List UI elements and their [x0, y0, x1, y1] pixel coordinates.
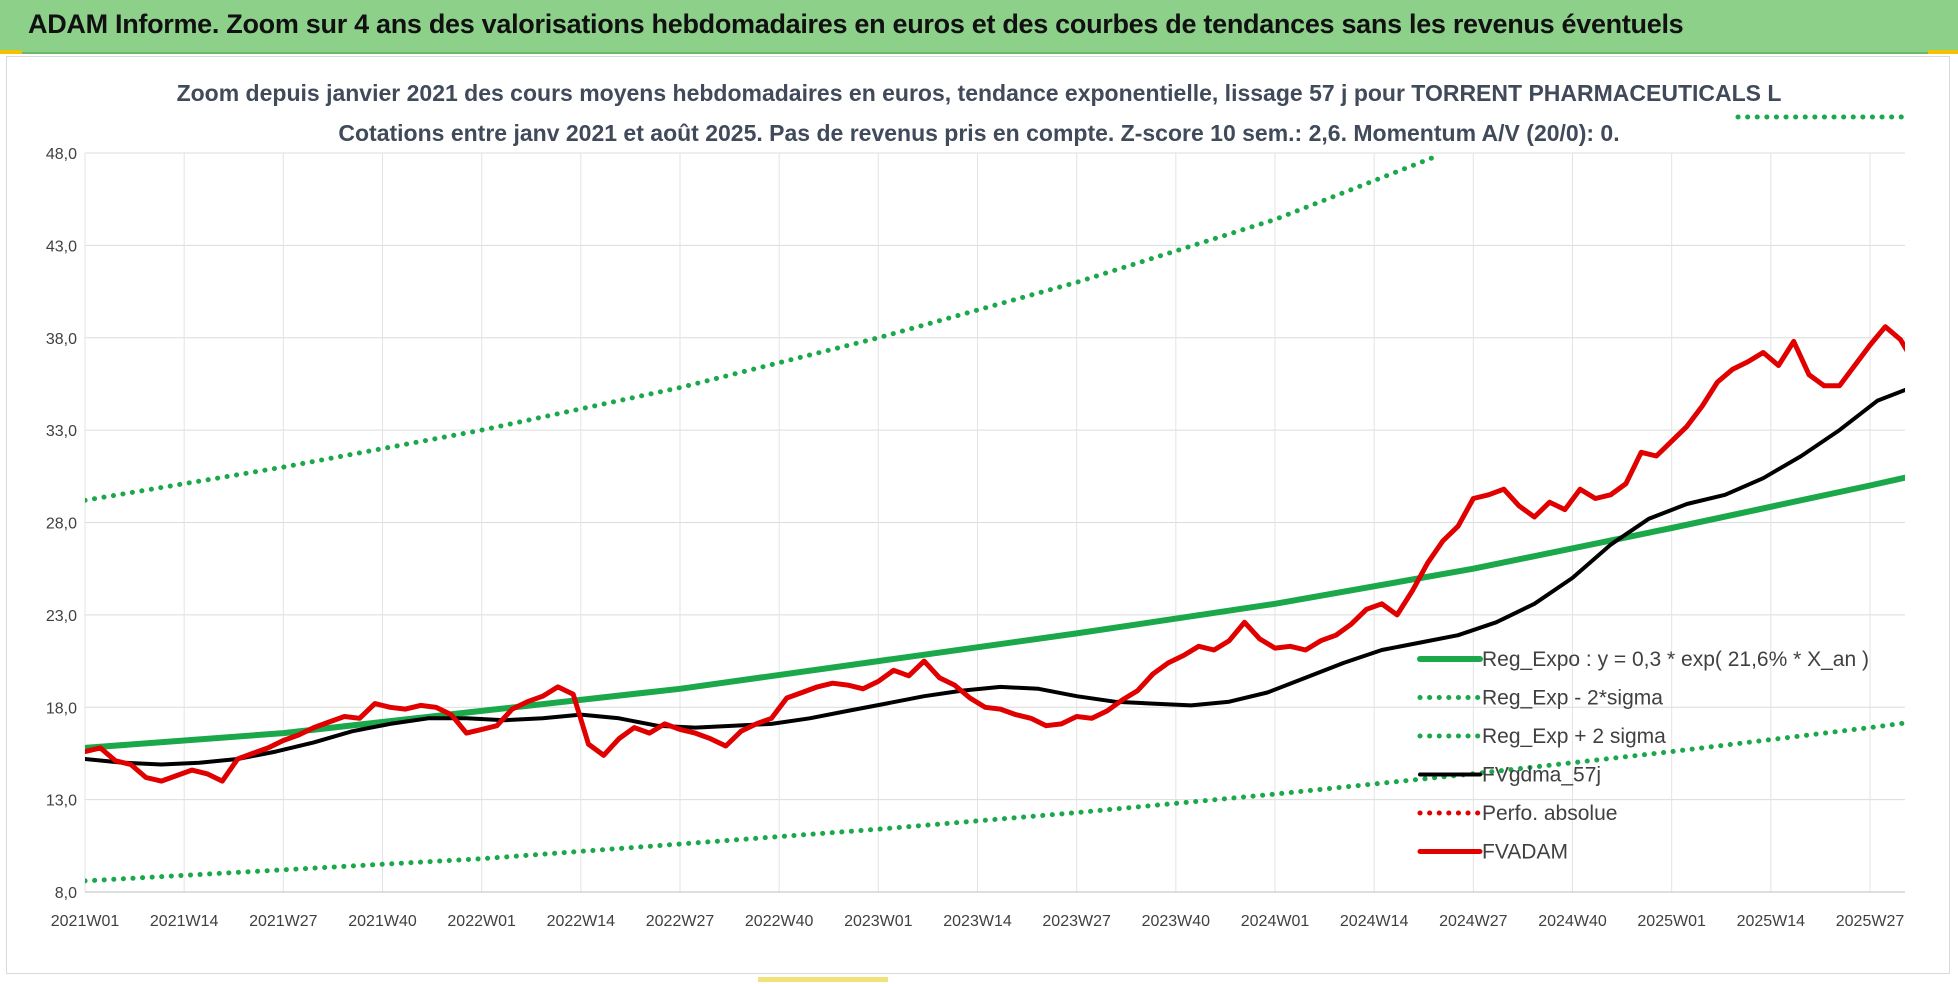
x-tick-label: 2024W01 — [1241, 913, 1310, 930]
x-tick-label: 2022W40 — [745, 913, 814, 930]
x-tick-label: 2023W01 — [844, 913, 913, 930]
y-tick-label: 13,0 — [46, 793, 77, 810]
legend-label: Reg_Exp + 2 sigma — [1482, 725, 1666, 748]
x-tick-label: 2024W40 — [1538, 913, 1607, 930]
x-tick-label: 2021W40 — [348, 913, 417, 930]
x-tick-label: 2022W01 — [447, 913, 516, 930]
y-tick-label: 28,0 — [46, 516, 77, 533]
series-line-0 — [85, 474, 1905, 751]
series-line-3 — [85, 387, 1905, 767]
y-axis-ticks: 8,0 13,0 18,0 23,0 28,0 33,0 38,0 43,0 48,0 — [46, 146, 77, 902]
x-tick-label: 2023W27 — [1042, 913, 1111, 930]
x-tick-label: 2021W14 — [150, 913, 219, 930]
legend-label: Reg_Expo : y = 0,3 * exp( 21,6% * X_an ) — [1482, 648, 1869, 671]
x-tick-label: 2023W14 — [943, 913, 1012, 930]
x-tick-label: 2021W01 — [51, 913, 120, 930]
x-tick-label: 2024W14 — [1340, 913, 1409, 930]
accent-strip-left — [0, 50, 22, 54]
accent-strip-right — [1928, 50, 1958, 54]
legend-label: Perfo. absolue — [1482, 802, 1617, 825]
y-tick-label: 23,0 — [46, 608, 77, 625]
x-axis-ticks: 2021W01 2021W14 2021W27 2021W40 2022W01 2022W… — [51, 913, 1905, 930]
y-tick-label: 48,0 — [46, 146, 77, 163]
legend: Reg_Expo : y = 0,3 * exp( 21,6% * X_an )… — [1417, 648, 1869, 864]
y-tick-label: 18,0 — [46, 700, 77, 717]
y-tick-label: 38,0 — [46, 331, 77, 348]
accent-strip-bottom — [758, 977, 888, 982]
x-tick-label: 2023W40 — [1142, 913, 1211, 930]
x-tick-label: 2024W27 — [1439, 913, 1508, 930]
y-tick-label: 8,0 — [55, 885, 77, 902]
chart-frame — [6, 56, 1950, 974]
series-lines — [85, 114, 1906, 884]
legend-label: FVgdma_57j — [1482, 764, 1601, 787]
legend-label: FVADAM — [1482, 841, 1568, 864]
x-tick-label: 2025W01 — [1637, 913, 1706, 930]
y-tick-label: 33,0 — [46, 423, 77, 440]
series-line-5 — [85, 324, 1905, 784]
chart-title: Zoom depuis janvier 2021 des cours moyen… — [176, 80, 1782, 106]
x-tick-label: 2025W27 — [1836, 913, 1905, 930]
header-banner: ADAM Informe. Zoom sur 4 ans des valoris… — [0, 0, 1958, 54]
x-tick-label: 2021W27 — [249, 913, 318, 930]
grid-lines — [84, 152, 1905, 893]
series-line-2 — [85, 154, 1438, 503]
chart-subtitle: Cotations entre janv 2021 et août 2025. … — [338, 120, 1620, 146]
banner-title: ADAM Informe. Zoom sur 4 ans des valoris… — [28, 9, 1684, 39]
x-tick-label: 2022W27 — [646, 913, 715, 930]
y-tick-label: 43,0 — [46, 238, 77, 255]
x-tick-label: 2022W14 — [547, 913, 616, 930]
legend-label: Reg_Exp - 2*sigma — [1482, 687, 1663, 710]
x-tick-label: 2025W14 — [1737, 913, 1806, 930]
